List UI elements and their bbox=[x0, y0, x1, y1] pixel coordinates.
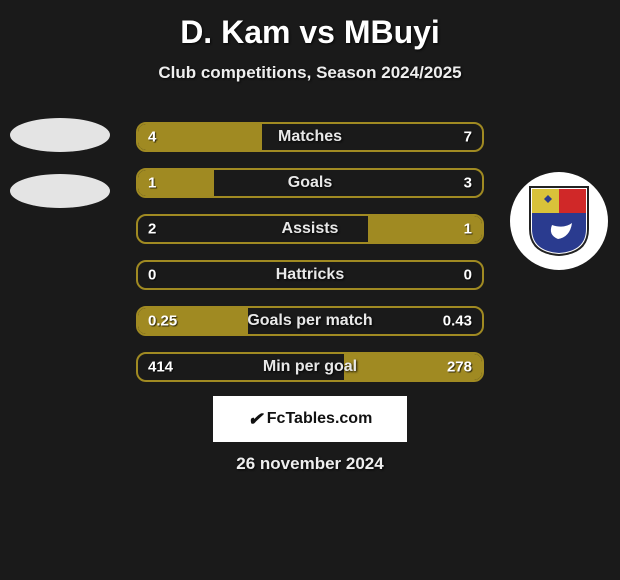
page-title: D. Kam vs MBuyi bbox=[0, 0, 620, 51]
page-subtitle: Club competitions, Season 2024/2025 bbox=[0, 63, 620, 83]
stat-label: Assists bbox=[138, 220, 482, 238]
stat-label: Hattricks bbox=[138, 266, 482, 284]
brand-badge: ✔ FcTables.com bbox=[213, 396, 407, 442]
stat-bar: 13Goals bbox=[136, 168, 484, 198]
stat-label: Min per goal bbox=[138, 358, 482, 376]
stat-bar: 00Hattricks bbox=[136, 260, 484, 290]
stat-label: Matches bbox=[138, 128, 482, 146]
comparison-bars: 47Matches 13Goals 21Assists 00Hattricks 0.25… bbox=[136, 122, 484, 398]
player-logo-placeholder bbox=[10, 118, 110, 152]
left-logo-placeholders bbox=[10, 118, 110, 230]
brand-text: FcTables.com bbox=[267, 410, 373, 428]
stat-bar: 0.250.43Goals per match bbox=[136, 306, 484, 336]
brand-check-icon: ✔ bbox=[248, 409, 263, 430]
stat-bar: 47Matches bbox=[136, 122, 484, 152]
stat-label: Goals bbox=[138, 174, 482, 192]
stat-bar: 21Assists bbox=[136, 214, 484, 244]
club-logo bbox=[510, 172, 608, 270]
footer-date: 26 november 2024 bbox=[0, 454, 620, 474]
shield-icon bbox=[528, 185, 590, 257]
stat-label: Goals per match bbox=[138, 312, 482, 330]
player-logo-placeholder bbox=[10, 174, 110, 208]
stat-bar: 414278Min per goal bbox=[136, 352, 484, 382]
